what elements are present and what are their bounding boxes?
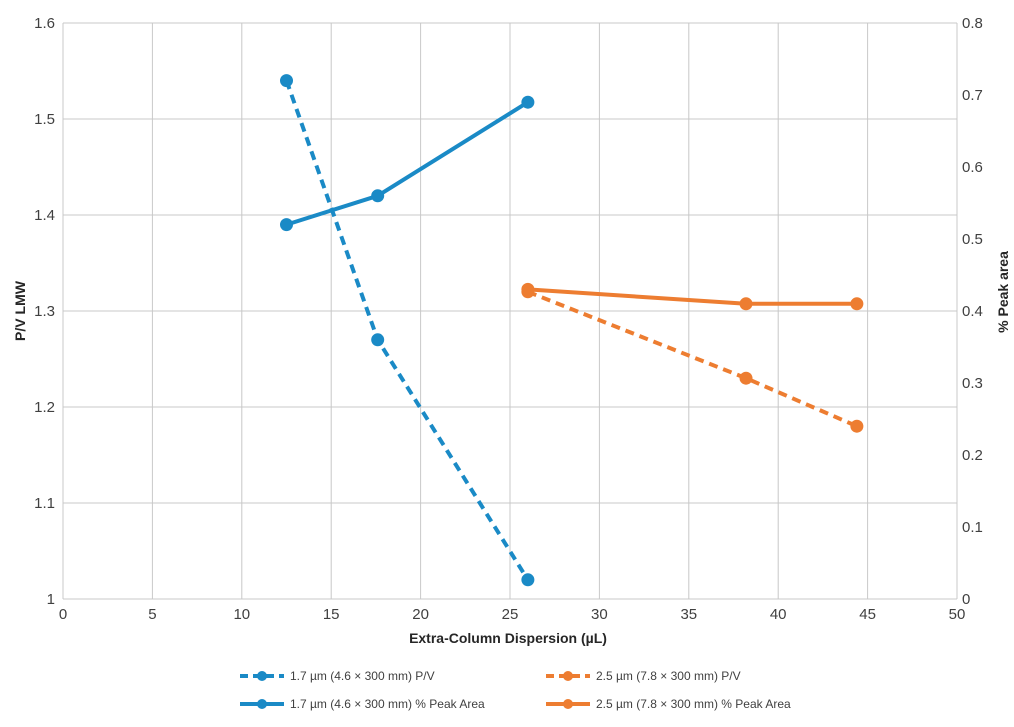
- tick-labels: 0 5 10 15 20 25 30 35 40 45 50 1 1.1 1.2 1.3 1.4 1.5 1.6 0…: [34, 15, 983, 623]
- series-line: [527, 287, 857, 306]
- x-tick-label: 30: [591, 606, 608, 623]
- data-point: [280, 218, 293, 232]
- data-point: [371, 189, 385, 203]
- y-tick-label: 1: [47, 591, 55, 608]
- data-point: [521, 573, 535, 587]
- legend-marker: [257, 671, 267, 681]
- x-tick-label: 10: [233, 606, 250, 623]
- data-point: [739, 297, 753, 311]
- y-tick-label: 1.2: [34, 399, 55, 416]
- legend-item: 2.5 µm (7.8 × 300 mm) % Peak Area: [546, 697, 791, 711]
- x-axis-title: Extra-Column Dispersion (µL): [409, 630, 607, 646]
- y-axis-title: P/V LMW: [12, 280, 28, 341]
- series-0: [280, 74, 535, 587]
- x-tick-label: 20: [412, 606, 429, 623]
- legend-item: 2.5 µm (7.8 × 300 mm) P/V: [546, 669, 741, 683]
- data-point: [521, 282, 535, 296]
- y-tick-label: 1.4: [34, 207, 55, 224]
- y2-tick-label: 0.6: [962, 159, 983, 176]
- x-tick-label: 15: [323, 606, 340, 623]
- legend-label: 2.5 µm (7.8 × 300 mm) P/V: [596, 669, 741, 683]
- y2-tick-label: 0.1: [962, 519, 983, 536]
- data-point: [371, 333, 385, 347]
- series-2: [280, 95, 535, 232]
- x-tick-label: 50: [949, 606, 966, 623]
- y2-tick-label: 0.8: [962, 15, 983, 32]
- x-tick-label: 40: [770, 606, 787, 623]
- legend-marker: [563, 699, 573, 709]
- legend-label: 2.5 µm (7.8 × 300 mm) % Peak Area: [596, 697, 791, 711]
- y2-tick-label: 0: [962, 591, 970, 608]
- legend-marker: [257, 699, 267, 709]
- series-1: [521, 285, 864, 433]
- x-tick-label: 25: [502, 606, 519, 623]
- y2-tick-label: 0.3: [962, 375, 983, 392]
- x-tick-label: 0: [59, 606, 67, 623]
- legend-label: 1.7 µm (4.6 × 300 mm) P/V: [290, 669, 435, 683]
- y2-tick-label: 0.5: [962, 231, 983, 248]
- series-3: [521, 282, 864, 311]
- data-point: [521, 95, 535, 109]
- y2-tick-label: 0.7: [962, 87, 983, 104]
- y2-axis-title: % Peak area: [995, 251, 1011, 333]
- x-tick-label: 5: [148, 606, 156, 623]
- series-line: [284, 79, 530, 581]
- series-layer: [280, 74, 864, 587]
- data-point: [739, 371, 753, 385]
- y-tick-label: 1.1: [34, 495, 55, 512]
- x-tick-label: 35: [680, 606, 697, 623]
- y2-tick-label: 0.4: [962, 303, 983, 320]
- legend-item: 1.7 µm (4.6 × 300 mm) % Peak Area: [240, 697, 485, 711]
- y-tick-label: 1.6: [34, 15, 55, 32]
- series-line: [285, 100, 529, 227]
- legend-label: 1.7 µm (4.6 × 300 mm) % Peak Area: [290, 697, 485, 711]
- data-point: [850, 419, 864, 433]
- data-point: [280, 74, 293, 88]
- legend: 1.7 µm (4.6 × 300 mm) P/V 2.5 µm (7.8 × 3…: [240, 669, 791, 711]
- y-tick-label: 1.5: [34, 111, 55, 128]
- y-tick-label: 1.3: [34, 303, 55, 320]
- grid: [62, 22, 958, 600]
- series-line: [527, 289, 858, 429]
- x-tick-label: 45: [859, 606, 876, 623]
- data-point: [850, 297, 864, 311]
- legend-marker: [563, 671, 573, 681]
- legend-item: 1.7 µm (4.6 × 300 mm) P/V: [240, 669, 435, 683]
- y2-tick-label: 0.2: [962, 447, 983, 464]
